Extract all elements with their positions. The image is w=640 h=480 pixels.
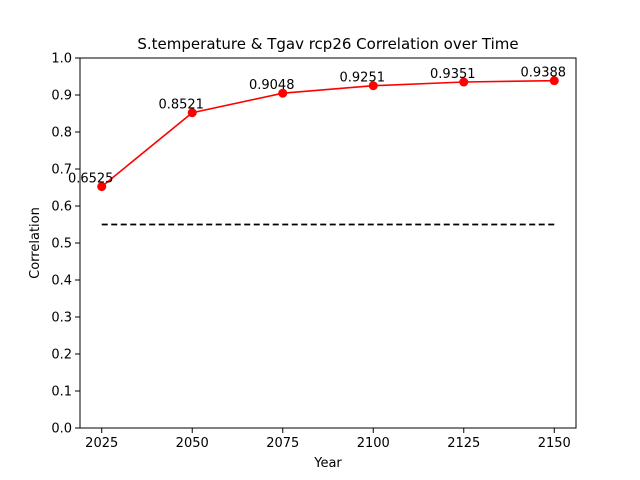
chart-title: S.temperature & Tgav rcp26 Correlation o…	[137, 35, 518, 53]
y-tick-label: 0.9	[51, 89, 72, 104]
y-tick-label: 0.0	[51, 422, 72, 437]
y-tick-label: 0.5	[51, 237, 72, 252]
data-label-layer: 0.6525 0.8521 0.9048 0.9251 0.9351 0.9388	[68, 66, 566, 187]
x-tick-label: 2075	[266, 436, 299, 451]
x-tick-label: 2025	[85, 436, 118, 451]
data-point-label: 0.9388	[521, 66, 567, 81]
data-point-marker	[549, 76, 559, 86]
y-axis-label: Correlation	[28, 207, 43, 279]
data-point-label: 0.6525	[68, 172, 114, 187]
y-tick-label: 0.2	[51, 348, 72, 363]
x-tick-label: 2125	[447, 436, 480, 451]
data-point-marker	[278, 88, 288, 98]
y-tick-label: 0.4	[51, 274, 72, 289]
y-tick-label: 0.7	[51, 163, 72, 178]
data-point-label: 0.9048	[249, 78, 295, 93]
data-point-marker	[97, 182, 107, 192]
y-tick-label: 1.0	[51, 52, 72, 67]
data-point-marker	[459, 77, 469, 87]
plot-area: 0.6525 0.8521 0.9048 0.9251 0.9351 0.9388	[68, 57, 577, 429]
series-layer	[97, 76, 559, 192]
data-point-label: 0.8521	[158, 98, 204, 113]
y-tick-label: 0.8	[51, 126, 72, 141]
y-tick-label: 0.3	[51, 311, 72, 326]
y-tick-label: 0.6	[51, 200, 72, 215]
data-point-marker	[368, 81, 378, 91]
data-point-label: 0.9251	[340, 71, 386, 86]
data-point-label: 0.9351	[430, 67, 476, 82]
data-point-marker	[187, 108, 197, 118]
y-tick-label: 0.1	[51, 385, 72, 400]
plot-background	[80, 58, 576, 428]
series-line	[101, 79, 555, 188]
x-axis-label: Year	[313, 456, 342, 471]
x-tick-label: 2100	[357, 436, 390, 451]
y-axis-ticks: 0.0 0.1 0.2 0.3 0.4 0.5 0.6 0.7 0.8 0.9 1.0	[51, 52, 80, 437]
x-tick-label: 2050	[176, 436, 209, 451]
x-tick-label: 2150	[538, 436, 571, 451]
x-axis-ticks: 2025 2050 2075 2100 2125 2150	[85, 428, 571, 451]
